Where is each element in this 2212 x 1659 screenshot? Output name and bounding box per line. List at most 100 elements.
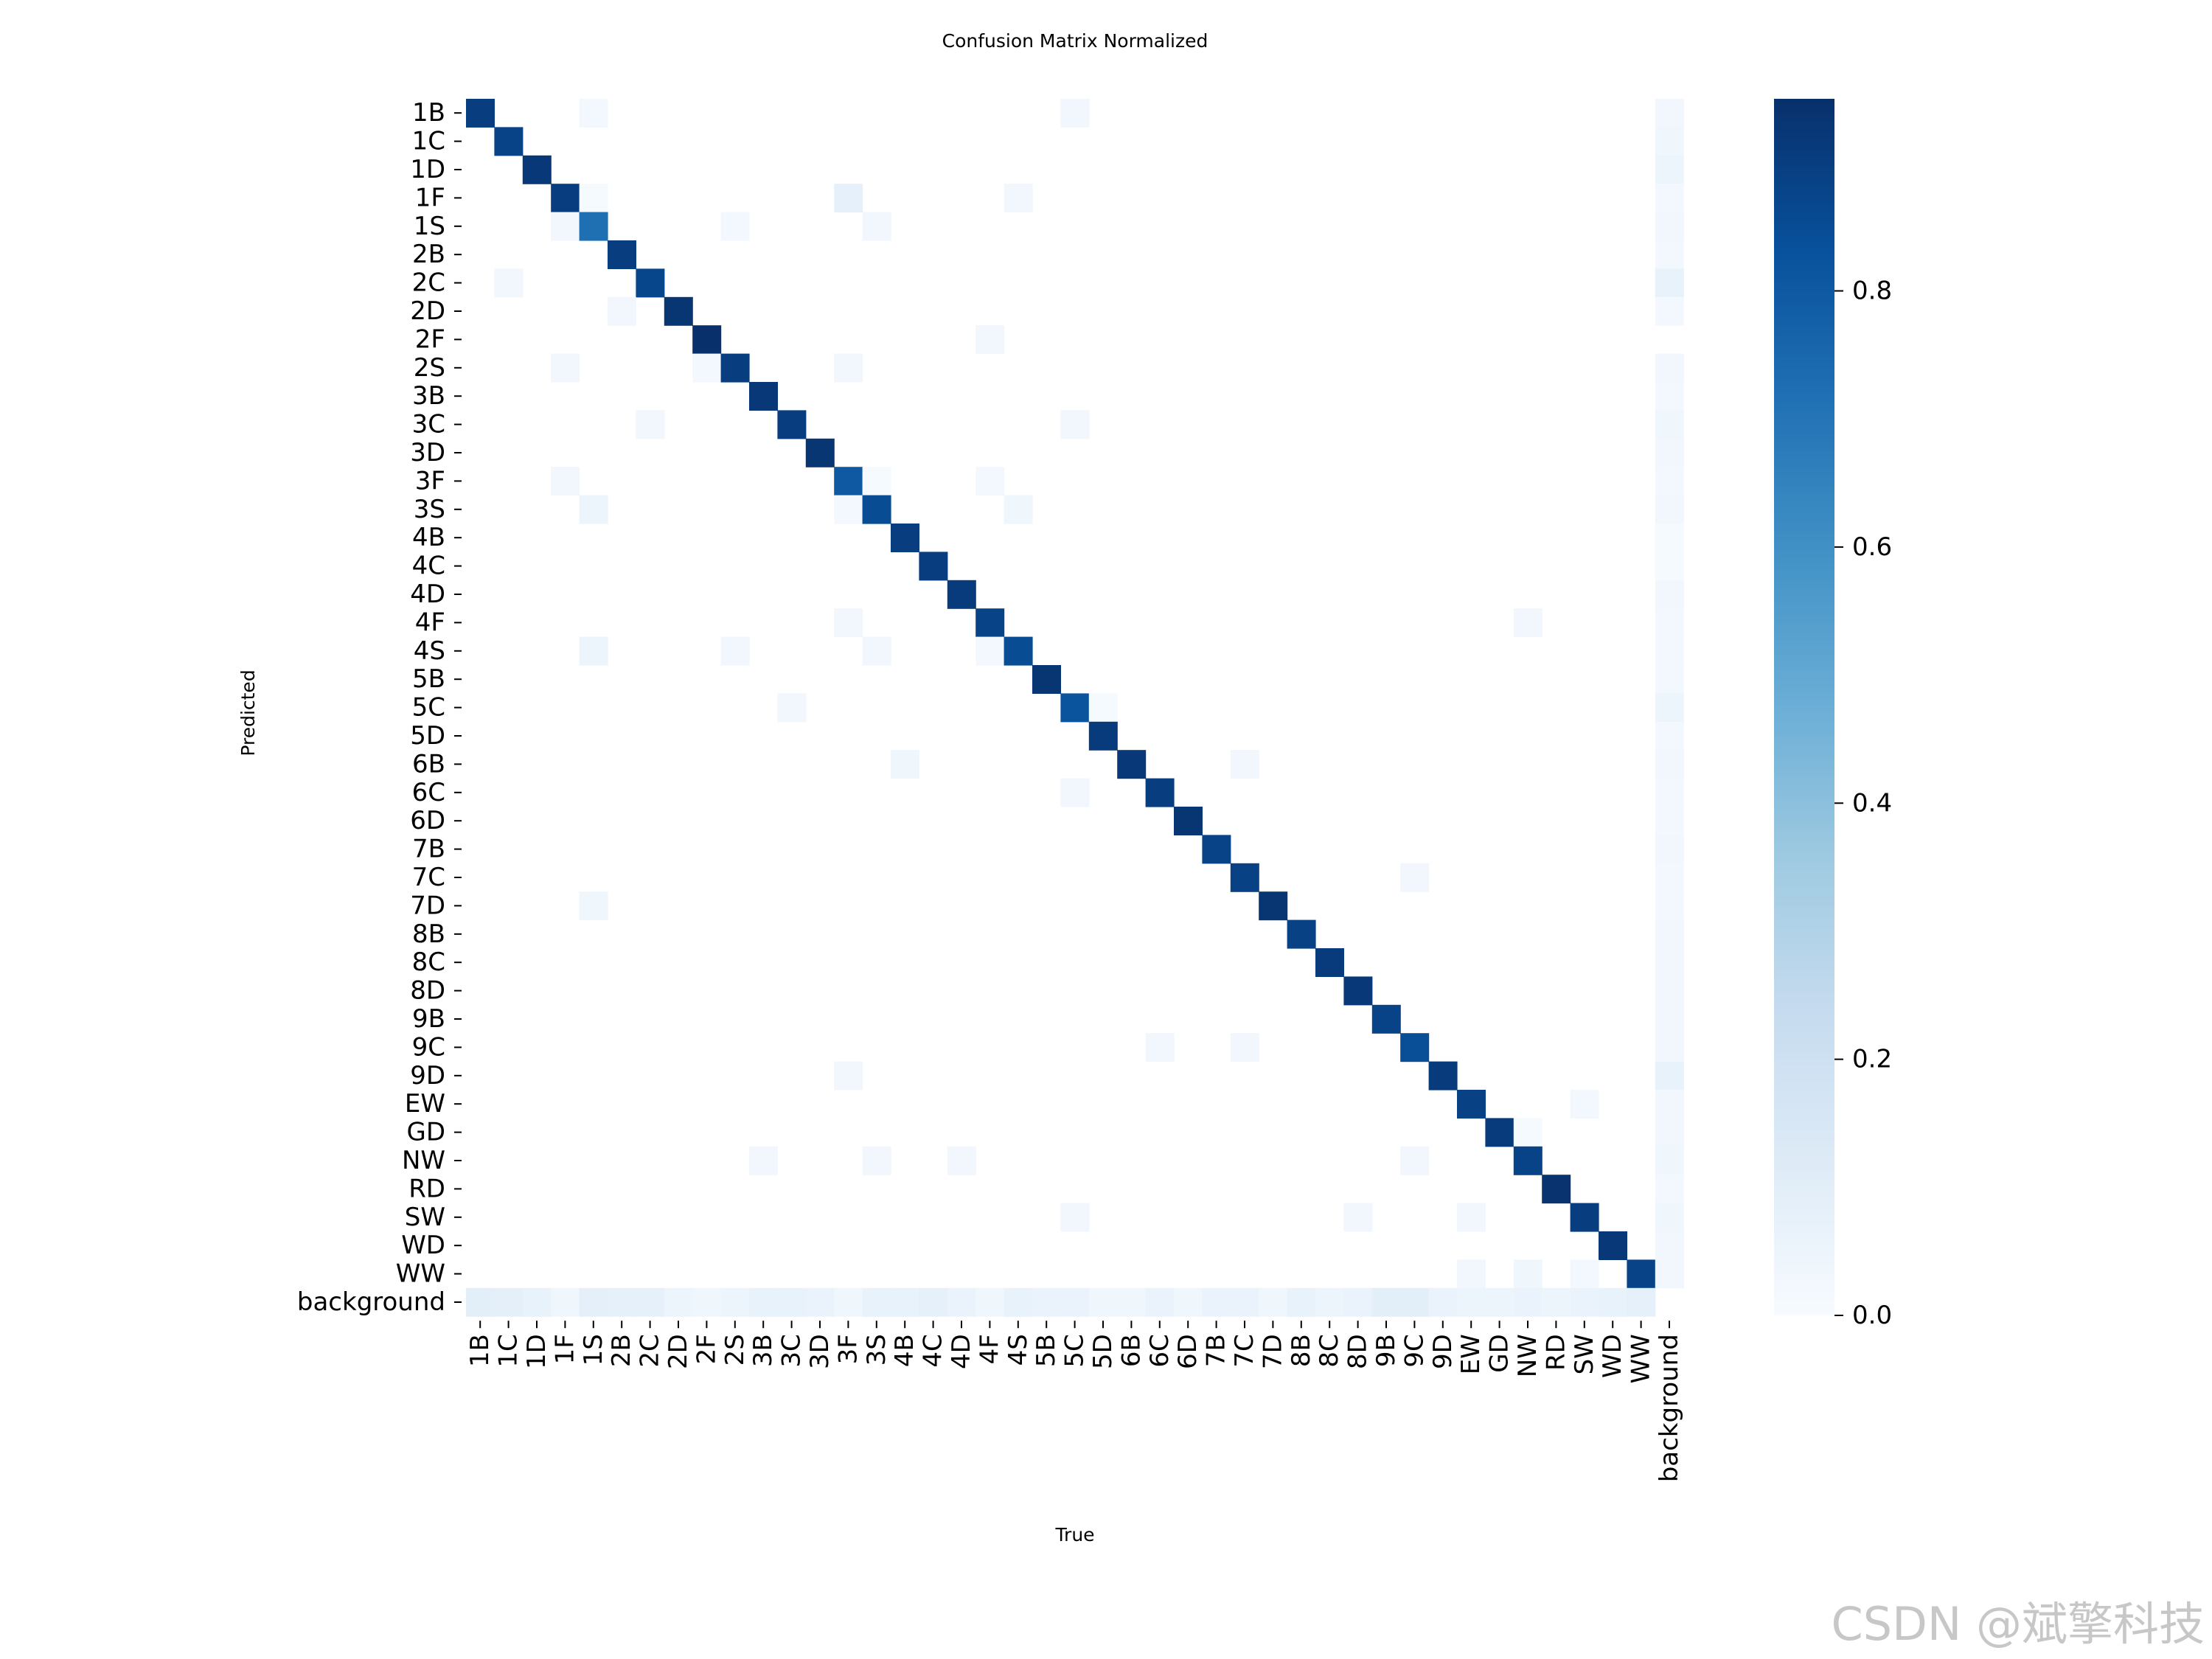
x-tick-label: 9D: [1428, 1334, 1458, 1369]
colorbar: 0.0 0.2 0.4 0.6 0.8: [1774, 99, 1892, 1330]
heatmap-cell: [975, 467, 1005, 496]
heatmap-cell: [1542, 1175, 1571, 1204]
heatmap-cell: [720, 1287, 750, 1317]
heatmap-cell: [834, 608, 863, 638]
heatmap-cell: [1457, 1203, 1486, 1232]
x-tick-label: 4B: [890, 1334, 919, 1367]
heatmap-cell: [664, 296, 693, 326]
heatmap-cell: [1145, 778, 1175, 807]
heatmap-cell: [749, 1287, 778, 1317]
heatmap-cell: [1655, 410, 1684, 439]
y-tick-label: RD: [408, 1174, 445, 1203]
heatmap-cell: [1032, 665, 1061, 694]
heatmap-cell: [1457, 1090, 1486, 1119]
x-tick-label: 4S: [1004, 1334, 1033, 1366]
chart-title: Confusion Matrix Normalized: [942, 30, 1208, 52]
heatmap-cell: [1400, 1033, 1430, 1062]
colorbar-tick-label: 0.4: [1852, 788, 1892, 818]
y-tick-label: 3B: [412, 381, 445, 411]
y-tick-label: 4F: [415, 608, 445, 637]
x-tick-label: 2C: [636, 1334, 665, 1367]
y-tick-label: 6C: [412, 778, 445, 807]
heatmap-cell: [551, 212, 580, 241]
heatmap-cell: [1428, 1061, 1458, 1091]
heatmap-cell: [777, 410, 807, 439]
heatmap-cell: [1655, 296, 1684, 326]
heatmap-cell: [862, 495, 891, 524]
heatmap-cell: [1400, 1287, 1430, 1317]
heatmap-cell: [636, 1287, 665, 1317]
heatmap-cell: [1060, 1203, 1090, 1232]
x-axis-label: True: [1054, 1524, 1094, 1545]
heatmap-cell: [947, 1146, 976, 1175]
heatmap-cell: [1513, 1118, 1543, 1147]
heatmap-cell: [579, 636, 608, 666]
heatmap-cell: [1400, 1146, 1430, 1175]
heatmap-cell: [1004, 184, 1033, 213]
heatmap-cell: [1655, 438, 1684, 467]
heatmap-cell: [1599, 1287, 1627, 1317]
x-tick-label: 1C: [494, 1334, 524, 1367]
heatmap-cell: [1655, 1203, 1684, 1232]
heatmap-cell: [862, 636, 891, 666]
heatmap-cell: [1315, 1287, 1344, 1317]
heatmap-cell: [1400, 863, 1430, 892]
x-tick-label: SW: [1570, 1334, 1599, 1374]
heatmap-cell: [1655, 919, 1684, 949]
heatmap-cell: [1485, 1118, 1514, 1147]
y-axis-label: Predicted: [237, 669, 259, 756]
heatmap-cell: [1655, 212, 1684, 241]
heatmap-cell: [777, 693, 807, 723]
x-tick-label: 1F: [550, 1334, 580, 1364]
heatmap-cell: [608, 240, 636, 269]
heatmap-cell: [664, 1287, 693, 1317]
heatmap-cell: [1655, 750, 1684, 779]
heatmap-cell: [608, 1287, 636, 1317]
heatmap-cell: [1627, 1287, 1656, 1317]
heatmap-cell: [1655, 665, 1684, 694]
heatmap-cell: [1655, 1231, 1684, 1260]
heatmap-cell: [1457, 1287, 1486, 1317]
x-tick-label: 6B: [1116, 1334, 1146, 1367]
x-tick-label: 3D: [805, 1334, 835, 1369]
heatmap-cell: [1655, 1146, 1684, 1175]
y-tick-label: background: [297, 1287, 445, 1317]
heatmap-cell: [1117, 750, 1147, 779]
x-tick-label: 3C: [777, 1334, 807, 1367]
y-tick-label: 3S: [414, 495, 445, 524]
x-tick-label: 9B: [1371, 1334, 1401, 1367]
heatmap-cell: [1599, 1231, 1627, 1260]
heatmap-cell: [1655, 99, 1684, 128]
y-tick-label: 8D: [410, 976, 445, 1006]
heatmap-cell: [834, 1061, 863, 1091]
y-tick-label: 4C: [412, 552, 445, 581]
y-tick-label: 2C: [412, 268, 445, 298]
y-tick-label: 2B: [412, 240, 445, 269]
heatmap-cell: [551, 184, 580, 213]
heatmap-cell: [862, 212, 891, 241]
heatmap-cell: [1371, 1004, 1401, 1034]
heatmap-cell: [1513, 1287, 1543, 1317]
y-tick-label: 9C: [412, 1032, 445, 1062]
heatmap-cells: [466, 99, 1684, 1317]
heatmap-cell: [579, 184, 608, 213]
heatmap-cell: [1655, 495, 1684, 524]
heatmap-cell: [1655, 1175, 1684, 1204]
heatmap-cell: [1655, 778, 1684, 807]
heatmap-cell: [1315, 948, 1344, 977]
y-tick-label: 3C: [412, 410, 445, 439]
heatmap-cell: [692, 353, 722, 383]
heatmap-cell: [1655, 891, 1684, 921]
heatmap-cell: [1060, 693, 1090, 723]
heatmap-cell: [1655, 268, 1684, 298]
x-tick-label: 3B: [748, 1334, 778, 1367]
heatmap-cell: [1485, 1287, 1514, 1317]
heatmap-cell: [975, 325, 1005, 355]
heatmap-cell: [1655, 382, 1684, 411]
heatmap-cell: [1655, 1004, 1684, 1034]
heatmap-cell: [522, 1287, 552, 1317]
heatmap-cell: [1004, 495, 1033, 524]
heatmap-cell: [1088, 693, 1118, 723]
heatmap-cell: [1457, 1259, 1486, 1289]
heatmap-cell: [1570, 1287, 1599, 1317]
